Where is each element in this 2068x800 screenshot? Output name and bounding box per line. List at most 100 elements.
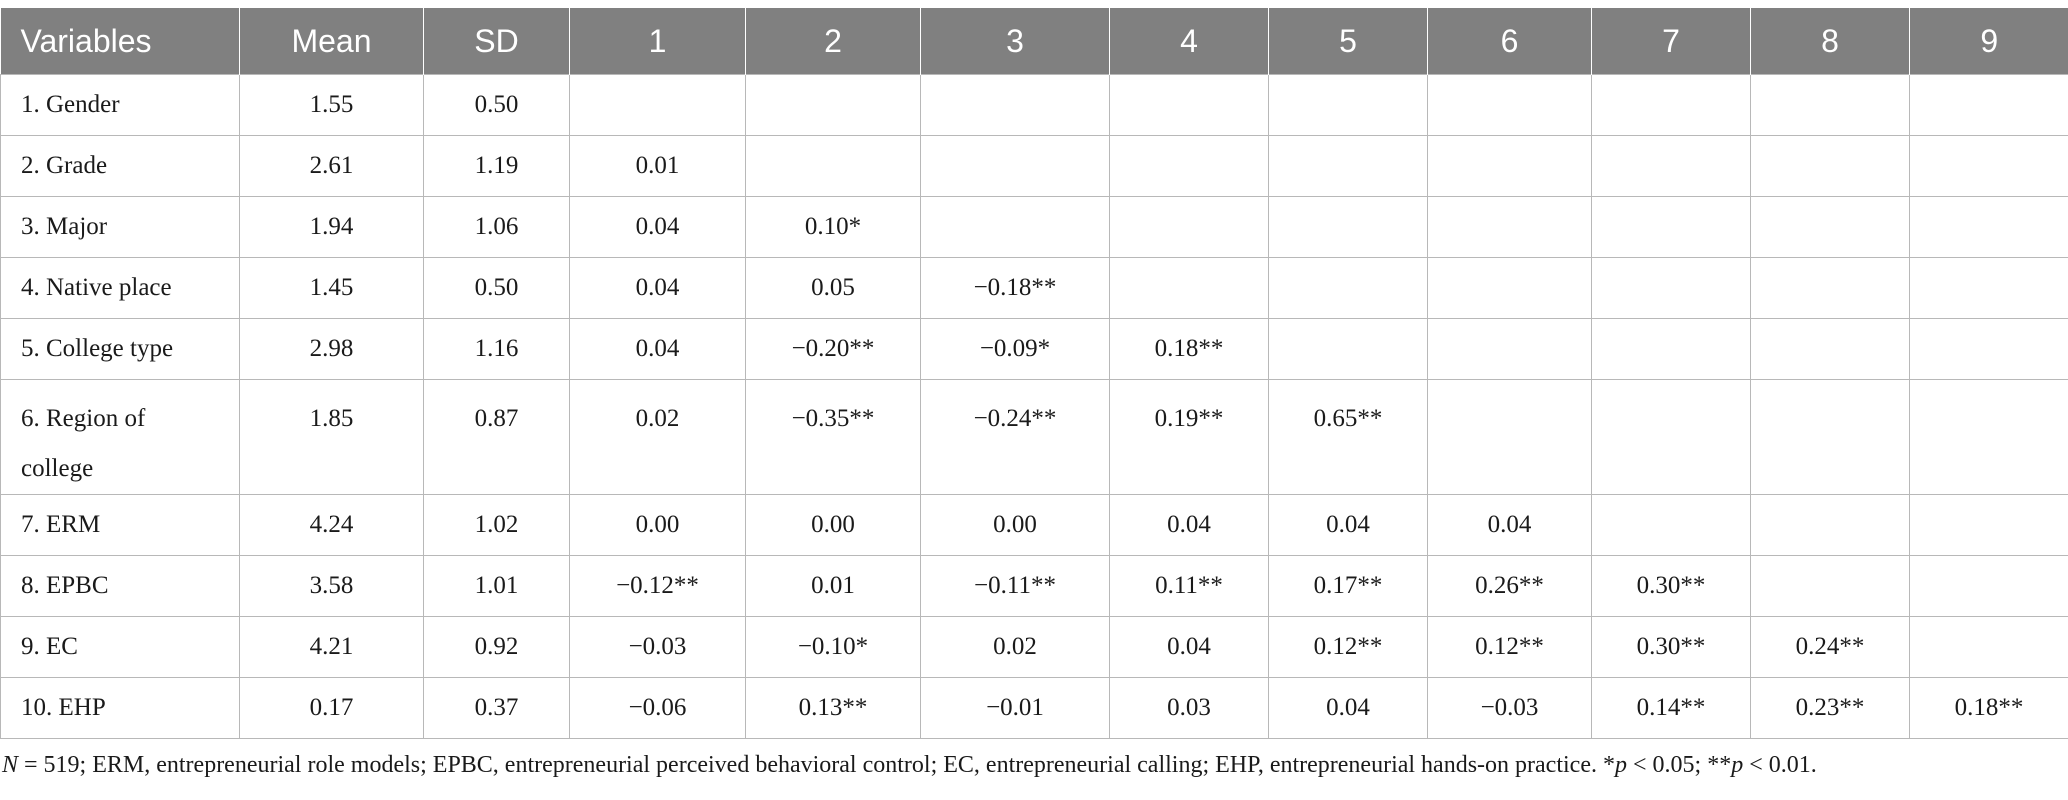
corr-cell: 0.14**: [1591, 677, 1751, 739]
corr-cell: [920, 135, 1110, 197]
corr-cell: [1909, 379, 2068, 495]
corr-cell: 0.11**: [1109, 555, 1269, 617]
corr-cell: 0.12**: [1268, 616, 1428, 678]
mean-cell: 2.98: [239, 318, 424, 380]
header-col-5: 5: [1268, 8, 1428, 75]
corr-cell: 0.00: [920, 494, 1110, 556]
table-row: 4. Native place 1.45 0.50 0.04 0.05 −0.1…: [0, 257, 2068, 319]
corr-cell: 0.18**: [1909, 677, 2068, 739]
corr-cell: [1591, 318, 1751, 380]
sd-cell: 1.19: [423, 135, 570, 197]
variable-cell: 2. Grade: [0, 135, 240, 197]
correlation-table: Variables Mean SD 1 2 3 4 5 6 7 8 9 1. G…: [0, 8, 2068, 739]
sd-cell: 0.87: [423, 379, 570, 495]
corr-cell: [1750, 135, 1910, 197]
corr-cell: 0.24**: [1750, 616, 1910, 678]
corr-cell: [1909, 318, 2068, 380]
corr-cell: 0.04: [569, 318, 746, 380]
table-row: 5. College type 2.98 1.16 0.04 −0.20** −…: [0, 318, 2068, 380]
corr-cell: [1750, 257, 1910, 319]
footnote-text: = 519; ERM, entrepreneurial role models;…: [18, 752, 1615, 778]
table-row: 10. EHP 0.17 0.37 −0.06 0.13** −0.01 0.0…: [0, 677, 2068, 739]
corr-cell: −0.20**: [745, 318, 921, 380]
sd-cell: 0.50: [423, 257, 570, 319]
n-symbol: N: [2, 752, 19, 778]
corr-cell: 0.04: [1427, 494, 1592, 556]
header-row: Variables Mean SD 1 2 3 4 5 6 7 8 9: [0, 8, 2068, 75]
corr-cell: [1427, 74, 1592, 136]
corr-cell: [1750, 318, 1910, 380]
header-mean: Mean: [239, 8, 424, 75]
variable-cell: 6. Region of college: [0, 379, 240, 495]
variable-cell: 8. EPBC: [0, 555, 240, 617]
corr-cell: 0.23**: [1750, 677, 1910, 739]
corr-cell: [1427, 135, 1592, 197]
corr-cell: [745, 135, 921, 197]
corr-cell: [1909, 494, 2068, 556]
corr-cell: [1591, 135, 1751, 197]
table-row: 9. EC 4.21 0.92 −0.03 −0.10* 0.02 0.04 0…: [0, 616, 2068, 678]
corr-cell: [1427, 257, 1592, 319]
variable-cell: 7. ERM: [0, 494, 240, 556]
corr-cell: −0.18**: [920, 257, 1110, 319]
corr-cell: −0.09*: [920, 318, 1110, 380]
corr-cell: [1909, 74, 2068, 136]
corr-cell: [1268, 135, 1428, 197]
corr-cell: [1750, 196, 1910, 258]
corr-cell: [920, 74, 1110, 136]
corr-cell: −0.24**: [920, 379, 1110, 495]
sd-cell: 0.37: [423, 677, 570, 739]
corr-cell: 0.26**: [1427, 555, 1592, 617]
corr-cell: 0.00: [745, 494, 921, 556]
header-col-8: 8: [1750, 8, 1910, 75]
corr-cell: [1268, 257, 1428, 319]
corr-cell: 0.02: [569, 379, 746, 495]
corr-cell: [1427, 318, 1592, 380]
corr-cell: [1109, 135, 1269, 197]
corr-cell: 0.05: [745, 257, 921, 319]
corr-cell: [745, 74, 921, 136]
corr-cell: 0.04: [1109, 616, 1269, 678]
corr-cell: 0.01: [569, 135, 746, 197]
mean-cell: 1.45: [239, 257, 424, 319]
corr-cell: [1427, 379, 1592, 495]
corr-cell: 0.12**: [1427, 616, 1592, 678]
sd-cell: 0.92: [423, 616, 570, 678]
corr-cell: 0.04: [1268, 677, 1428, 739]
corr-cell: −0.12**: [569, 555, 746, 617]
corr-cell: 0.10*: [745, 196, 921, 258]
corr-cell: −0.10*: [745, 616, 921, 678]
corr-cell: 0.30**: [1591, 555, 1751, 617]
corr-cell: 0.04: [569, 257, 746, 319]
corr-cell: [1591, 196, 1751, 258]
corr-cell: [1750, 494, 1910, 556]
sd-cell: 0.50: [423, 74, 570, 136]
corr-cell: 0.18**: [1109, 318, 1269, 380]
corr-cell: −0.06: [569, 677, 746, 739]
corr-cell: 0.65**: [1268, 379, 1428, 495]
header-col-3: 3: [920, 8, 1110, 75]
corr-cell: [1427, 196, 1592, 258]
corr-cell: 0.04: [569, 196, 746, 258]
corr-cell: 0.01: [745, 555, 921, 617]
corr-cell: 0.02: [920, 616, 1110, 678]
sd-cell: 1.06: [423, 196, 570, 258]
variable-cell: 4. Native place: [0, 257, 240, 319]
corr-cell: [1909, 135, 2068, 197]
corr-cell: [1750, 379, 1910, 495]
header-col-7: 7: [1591, 8, 1751, 75]
corr-cell: [1109, 257, 1269, 319]
mean-cell: 1.94: [239, 196, 424, 258]
corr-cell: −0.03: [569, 616, 746, 678]
variable-cell: 10. EHP: [0, 677, 240, 739]
table-footnote: N = 519; ERM, entrepreneurial role model…: [2, 752, 2062, 779]
corr-cell: [1268, 74, 1428, 136]
header-sd: SD: [423, 8, 570, 75]
corr-cell: [1109, 74, 1269, 136]
corr-cell: 0.04: [1268, 494, 1428, 556]
mean-cell: 0.17: [239, 677, 424, 739]
header-col-9: 9: [1909, 8, 2068, 75]
corr-cell: 0.00: [569, 494, 746, 556]
corr-cell: [1909, 616, 2068, 678]
mean-cell: 1.85: [239, 379, 424, 495]
